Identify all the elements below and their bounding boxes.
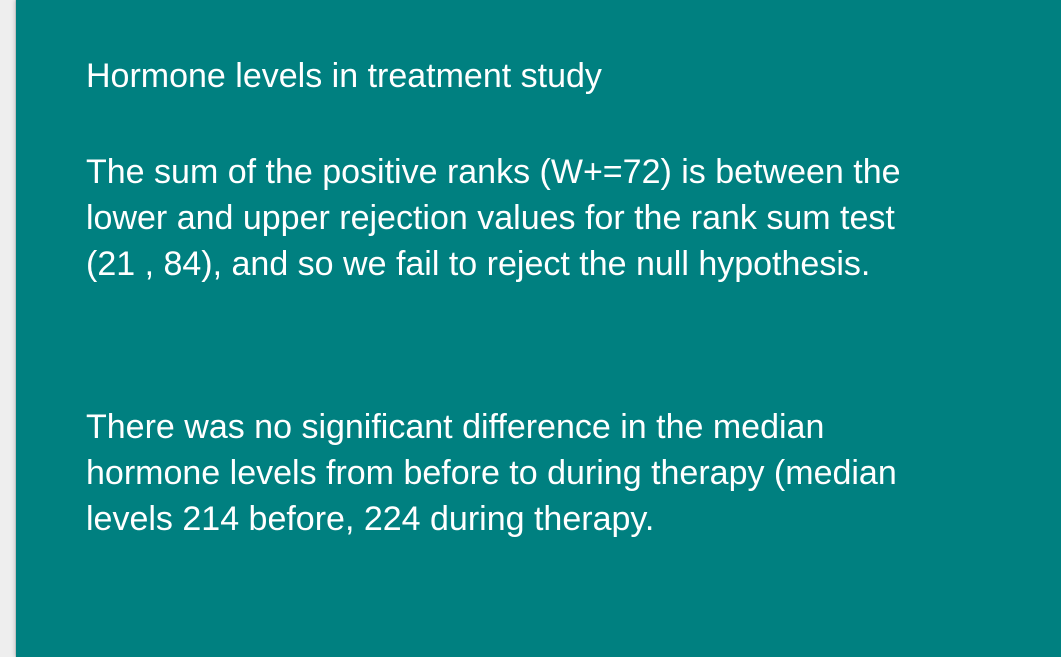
editor-left-margin bbox=[0, 0, 16, 657]
conclusion-paragraph: There was no significant difference in t… bbox=[86, 408, 897, 538]
result-paragraph: The sum of the positive ranks (W+=72) is… bbox=[86, 153, 901, 283]
presentation-slide: Hormone levels in treatment study The su… bbox=[16, 0, 1061, 657]
slide-title: Hormone levels in treatment study bbox=[86, 57, 602, 95]
